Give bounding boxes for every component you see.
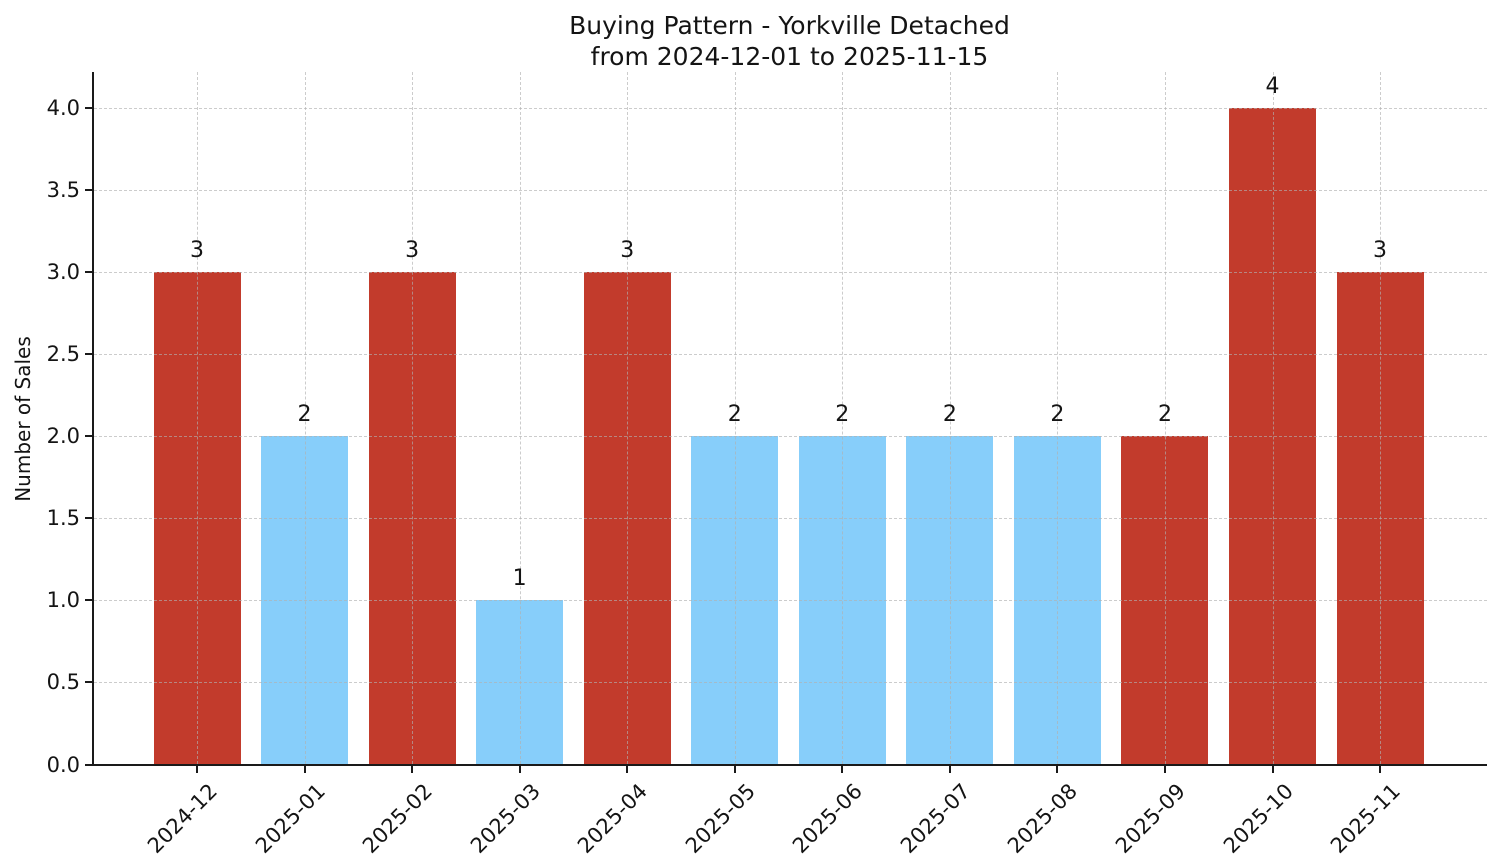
y-tick-mark [85,517,92,520]
vertical-gridline [519,72,521,764]
chart-title-line2: from 2024-12-01 to 2025-11-15 [590,42,989,71]
y-tick-label: 0.0 [46,753,80,777]
bar-value-label: 2 [297,402,312,428]
y-axis-label: Number of Sales [11,336,35,502]
vertical-gridline [1164,72,1166,764]
y-tick-label: 3.5 [46,178,80,203]
vertical-gridline [627,72,629,764]
horizontal-gridline [94,518,1487,520]
x-tick-mark [1163,766,1166,773]
x-tick-mark [411,766,414,773]
vertical-gridline [1380,72,1382,764]
y-tick-label: 2.5 [46,342,80,367]
bar-value-label: 2 [1050,402,1065,428]
bar-value-label: 2 [1157,402,1172,428]
x-tick-mark [948,766,951,773]
vertical-gridline [197,72,198,764]
x-tick-mark [626,766,629,773]
chart-title: Buying Pattern - Yorkville Detached from… [92,10,1487,72]
bar-value-label: 3 [1373,238,1388,264]
x-tick-mark [303,766,306,773]
vertical-gridline [304,72,306,764]
x-tick-mark [1056,766,1059,773]
horizontal-gridline [94,354,1487,356]
y-tick-label: 2.0 [46,424,80,449]
x-tick-mark [733,766,736,773]
y-tick-label: 1.0 [46,588,80,613]
y-tick-mark [85,107,92,110]
horizontal-gridline [94,600,1487,602]
y-tick-label: 4.0 [46,96,80,121]
horizontal-gridline [94,272,1487,274]
y-tick-mark [85,435,92,438]
horizontal-gridline [94,108,1487,110]
vertical-gridline [842,72,844,764]
bar-value-label: 3 [405,238,420,264]
chart-title-line1: Buying Pattern - Yorkville Detached [569,11,1010,40]
x-tick-label: 2024-12 [142,779,222,859]
vertical-gridline [412,72,414,764]
vertical-gridline [1057,72,1059,764]
horizontal-gridline [94,436,1487,438]
bar-value-label: 3 [620,238,635,264]
horizontal-gridline [94,190,1487,192]
x-tick-mark [518,766,521,773]
y-tick-mark [85,353,92,356]
y-tick-mark [85,764,92,766]
x-tick-mark [196,766,198,773]
x-tick-mark [1379,766,1382,773]
x-tick-mark [1271,766,1274,773]
y-tick-label: 0.5 [46,670,80,694]
y-tick-mark [85,599,92,602]
y-tick-label: 1.5 [46,506,80,531]
vertical-gridline [734,72,736,764]
y-tick-mark [85,681,92,683]
y-tick-label: 3.0 [46,260,80,285]
plot-area: 3 2 3 1 3 2 2 2 2 2 4 3 [92,72,1487,766]
x-tick-mark [841,766,844,773]
bar-value-label: 2 [727,402,742,428]
bar-value-label: 2 [942,402,957,428]
horizontal-gridline [94,682,1487,683]
vertical-gridline [1272,72,1274,764]
y-tick-mark [85,271,92,274]
bar-value-label: 2 [835,402,850,428]
vertical-gridline [949,72,951,764]
y-tick-mark [85,189,92,192]
bar-value-label: 3 [190,238,204,264]
bar-value-label: 4 [1265,74,1280,100]
bar-value-label: 1 [512,566,527,592]
